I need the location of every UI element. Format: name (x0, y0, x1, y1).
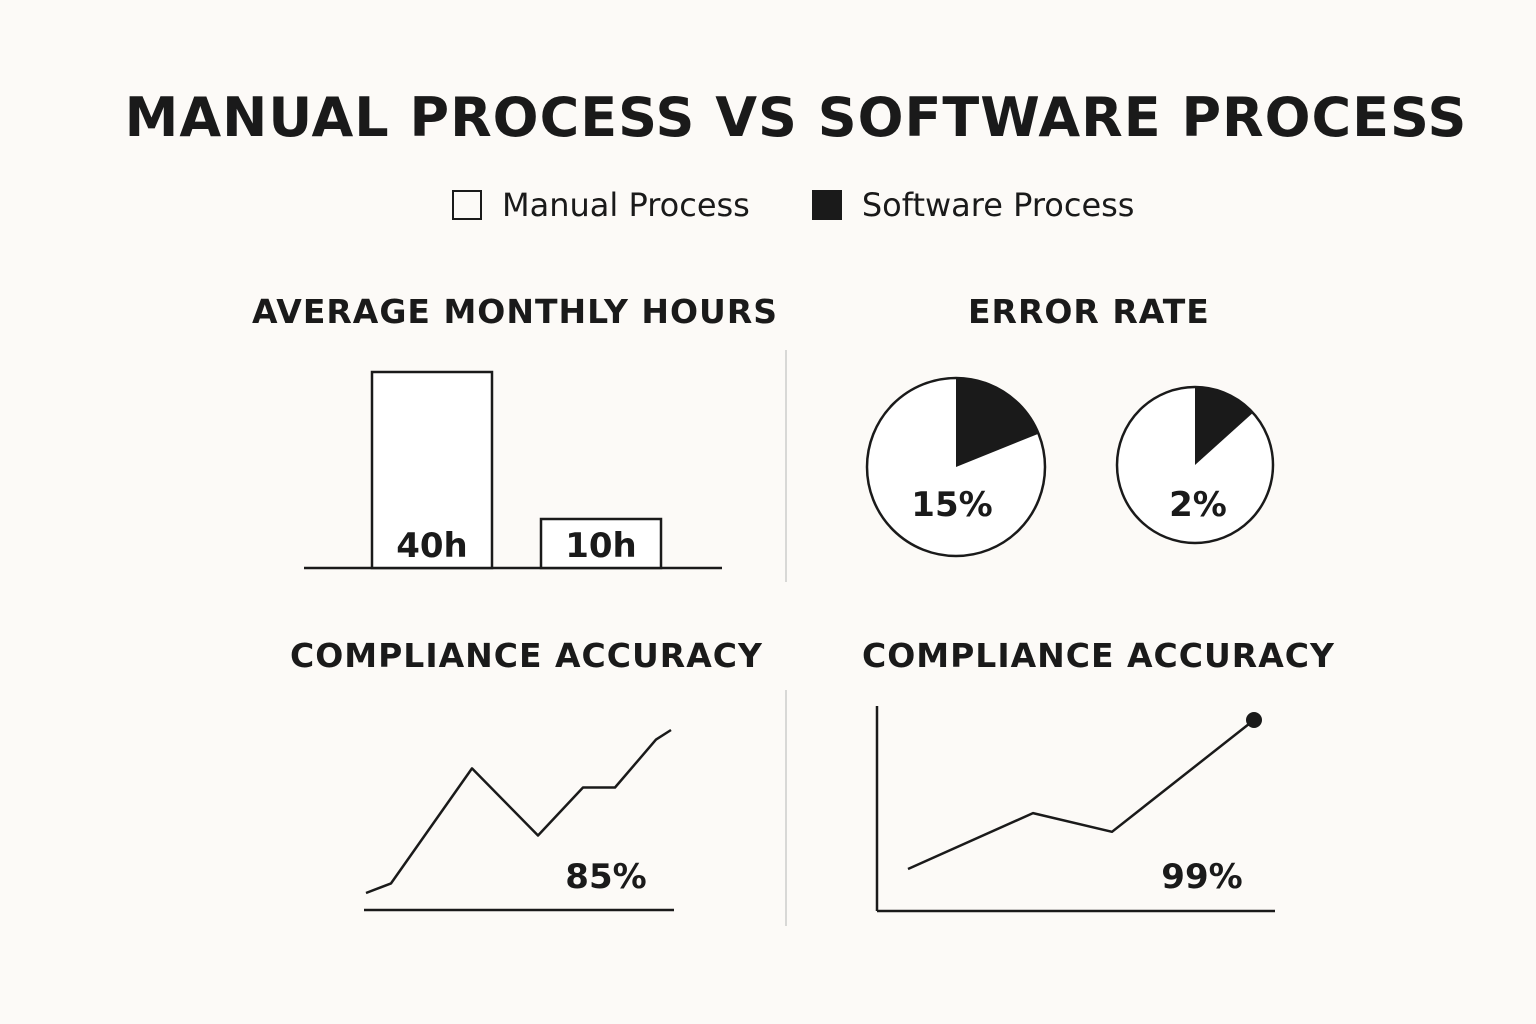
error-rate-pies: 15% 2% (865, 376, 1275, 558)
legend-swatch-software (811, 190, 842, 220)
pie-software-error-slice (1195, 386, 1253, 465)
legend: Manual Process Software Process (452, 186, 1134, 224)
bar-manual-hours (370, 370, 494, 570)
pie-label-software: 2% (1169, 485, 1227, 525)
bar-label-software: 10h (565, 526, 637, 566)
legend-label-software: Software Process (861, 186, 1135, 224)
legend-item-manual: Manual Process (452, 186, 750, 224)
legend-label-manual: Manual Process (502, 186, 750, 224)
manual-accuracy-line (365, 728, 672, 895)
software-accuracy-line (907, 719, 1255, 871)
software-accuracy-label: 99% (1161, 857, 1242, 897)
manual-accuracy-line-chart: 85% (364, 728, 674, 912)
pie-label-manual: 15% (911, 485, 992, 525)
hours-panel-title: AVERAGE MONTHLY HOURS (252, 292, 779, 331)
bar-software-hours (539, 517, 663, 570)
bar-label-manual: 40h (396, 526, 468, 566)
legend-item-software: Software Process (811, 186, 1135, 224)
software-accuracy-line-chart: 99% (875, 706, 1275, 913)
error-rate-panel-title: ERROR RATE (968, 292, 1210, 331)
legend-swatch-manual (452, 190, 482, 220)
software-accuracy-end-marker (1246, 712, 1262, 728)
manual-accuracy-label: 85% (565, 857, 646, 897)
software-accuracy-panel-title: COMPLIANCE ACCURACY (862, 636, 1335, 675)
pie-manual-error-slice (956, 378, 1039, 467)
manual-accuracy-panel-title: COMPLIANCE ACCURACY (290, 636, 763, 675)
chart-title: MANUAL PROCESS VS SOFTWARE PROCESS (124, 86, 1468, 149)
hours-bar-chart: 40h 10h (304, 370, 722, 570)
